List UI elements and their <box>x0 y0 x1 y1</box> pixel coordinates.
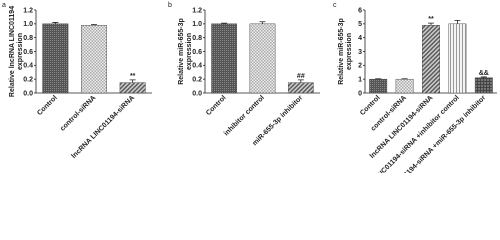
error-bar <box>259 21 266 24</box>
error-bar <box>91 24 97 26</box>
y-tick-label: 1.0 <box>192 21 202 28</box>
significance-label: ** <box>130 73 136 80</box>
bar <box>249 23 276 94</box>
panel-label: b <box>168 2 172 9</box>
y-tick-label: 1.2 <box>192 7 202 14</box>
significance-label: ** <box>428 16 434 23</box>
error-bar <box>129 79 136 83</box>
x-tick-label: Control <box>36 94 59 117</box>
x-tick-label: control-siRNA <box>59 94 97 132</box>
error-bar <box>480 76 487 78</box>
bar <box>395 78 414 94</box>
y-tick-label: 2 <box>358 63 362 70</box>
y-axis-label: expression <box>17 33 24 70</box>
x-tick-label: inhibitor control <box>223 94 266 137</box>
y-tick-label: 4 <box>358 35 362 42</box>
bar <box>81 25 107 94</box>
y-tick-label: 5 <box>358 21 362 28</box>
y-tick-label: 0.4 <box>192 63 202 70</box>
error-bar <box>428 22 434 26</box>
y-tick-label: 0.4 <box>23 63 33 70</box>
y-axis-label: Relative miR-655-3p <box>338 18 345 85</box>
bar <box>211 23 238 94</box>
error-bar <box>221 22 228 24</box>
bar <box>287 82 314 94</box>
y-tick-label: 0.6 <box>23 49 33 56</box>
y-tick-label: 0.0 <box>192 90 202 97</box>
x-tick-label: Control <box>359 94 382 117</box>
y-tick-label: 1.2 <box>23 7 33 14</box>
y-tick-label: 1 <box>358 76 362 83</box>
bar <box>422 25 440 94</box>
bar <box>448 23 467 94</box>
y-tick-label: 0.8 <box>23 35 33 42</box>
y-axis-label: Relative miR-655-3p <box>178 18 185 85</box>
y-tick-label: 1.0 <box>23 21 33 28</box>
y-tick-label: 0.6 <box>192 49 202 56</box>
error-bar <box>52 22 59 24</box>
x-tick-label: lncRNA LINC01194-siRNA <box>71 94 137 160</box>
x-tick-label: Control <box>205 94 228 117</box>
error-bar <box>297 79 304 83</box>
y-tick-label: 0.0 <box>23 90 33 97</box>
y-tick-label: 0.8 <box>192 35 202 42</box>
error-bar <box>454 19 461 24</box>
y-tick-label: 0 <box>358 90 362 97</box>
x-tick-label: lncRNA LINC01194-siRNA +miR-655-3p inhib… <box>370 94 488 173</box>
y-axis-label: Relative lncRNA LINC01194 <box>9 6 16 97</box>
significance-label: ## <box>297 73 305 80</box>
y-tick-label: 3 <box>358 49 362 56</box>
significance-label: && <box>479 70 489 77</box>
y-tick-label: 0.2 <box>192 76 202 83</box>
bar <box>119 82 146 94</box>
y-axis-label: expression <box>346 33 353 70</box>
y-tick-label: 6 <box>358 7 362 14</box>
panel-label: a <box>2 2 6 9</box>
y-axis-label: expression <box>186 33 193 70</box>
bar <box>474 77 493 94</box>
panel-label: c <box>333 2 337 9</box>
bar <box>42 23 69 94</box>
bar <box>369 78 388 94</box>
y-tick-label: 0.2 <box>23 76 33 83</box>
